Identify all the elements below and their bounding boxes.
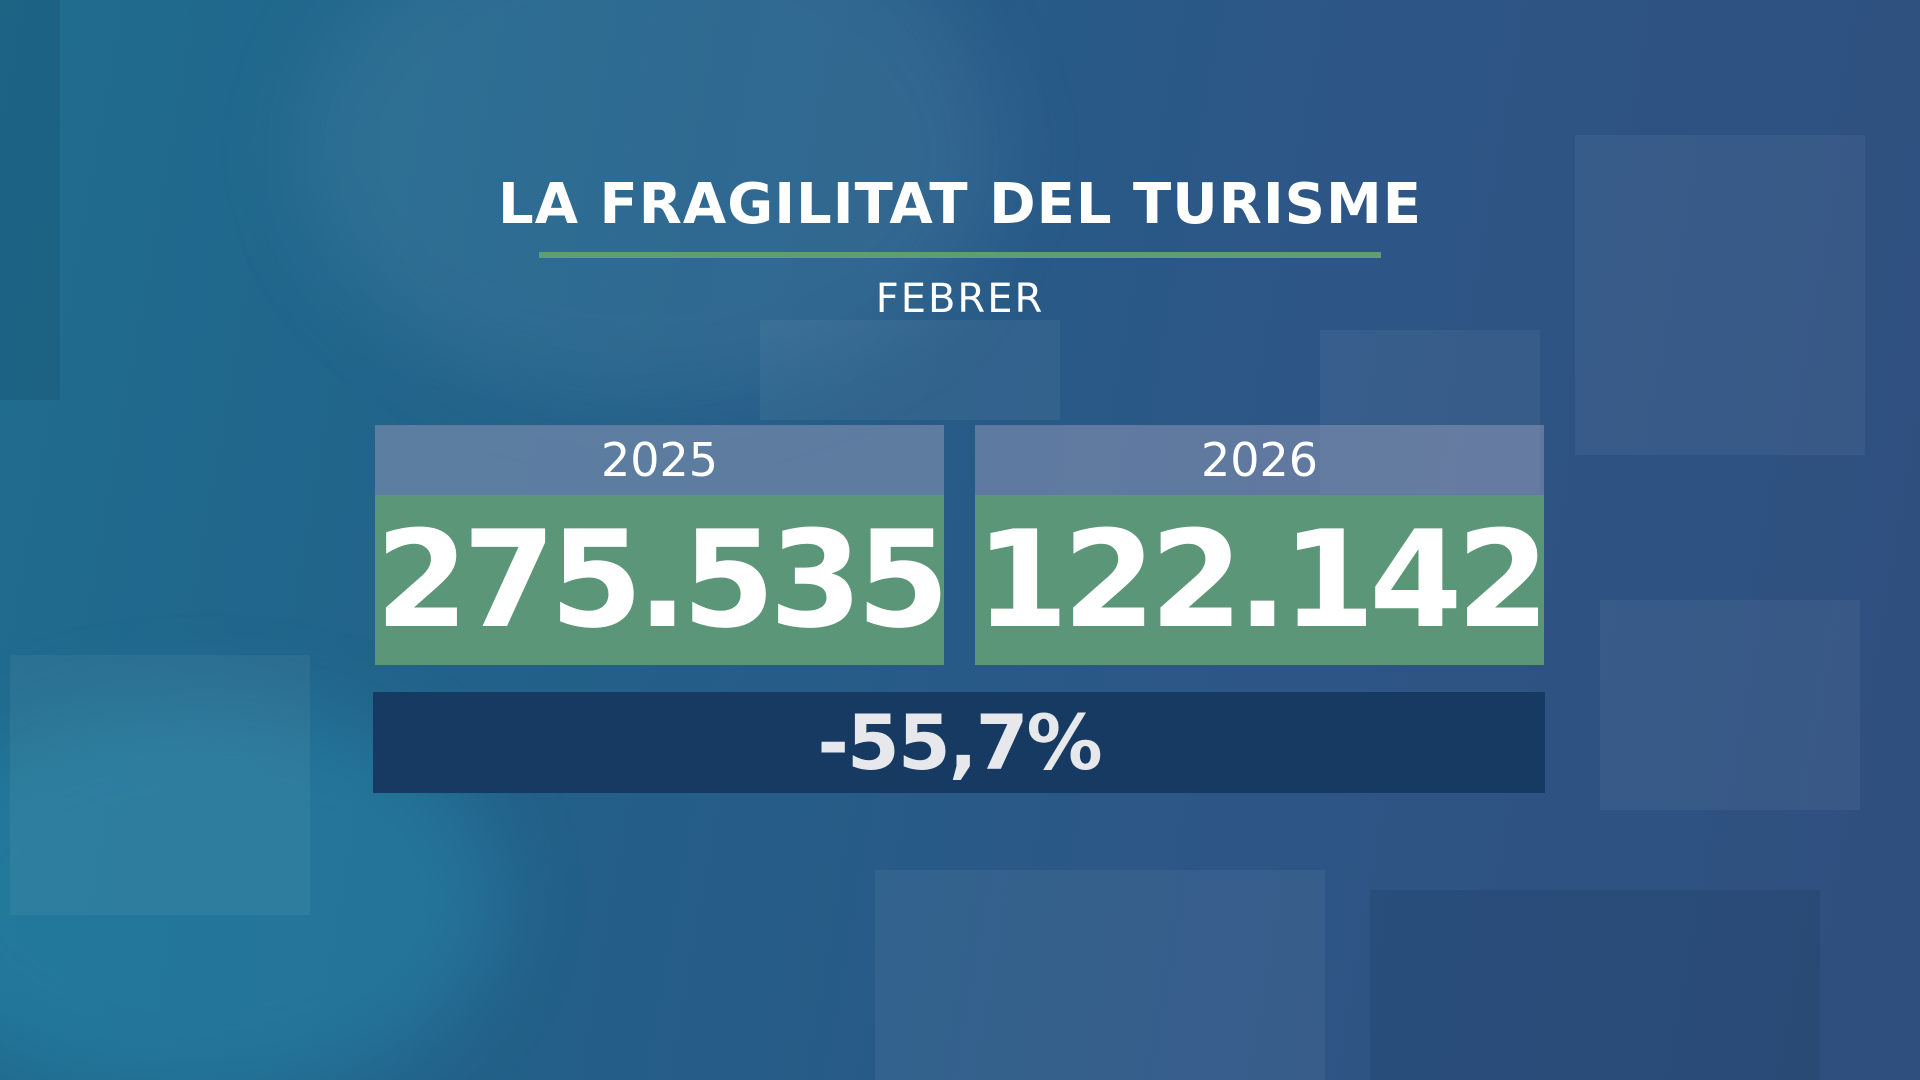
background-shape (760, 320, 1060, 420)
background-shape (0, 0, 60, 400)
background-shape (1600, 600, 1860, 810)
change-bar: -55,7% (373, 692, 1545, 793)
background-shape (1575, 135, 1865, 455)
year-panel: 2025 275.535 (375, 425, 950, 665)
year-label: 2025 (375, 425, 944, 495)
background-shape (10, 655, 310, 915)
background-shape (1370, 890, 1820, 1080)
value: 275.535 (375, 495, 950, 665)
title-underline (539, 252, 1381, 258)
background-glow (300, 0, 1000, 400)
value: 122.142 (975, 495, 1550, 665)
background-shape (875, 870, 1325, 1080)
subtitle: FEBRER (875, 276, 1045, 322)
year-panel: 2026 122.142 (975, 425, 1550, 665)
title: LA FRAGILITAT DEL TURISME (498, 172, 1422, 237)
year-label: 2026 (975, 425, 1544, 495)
